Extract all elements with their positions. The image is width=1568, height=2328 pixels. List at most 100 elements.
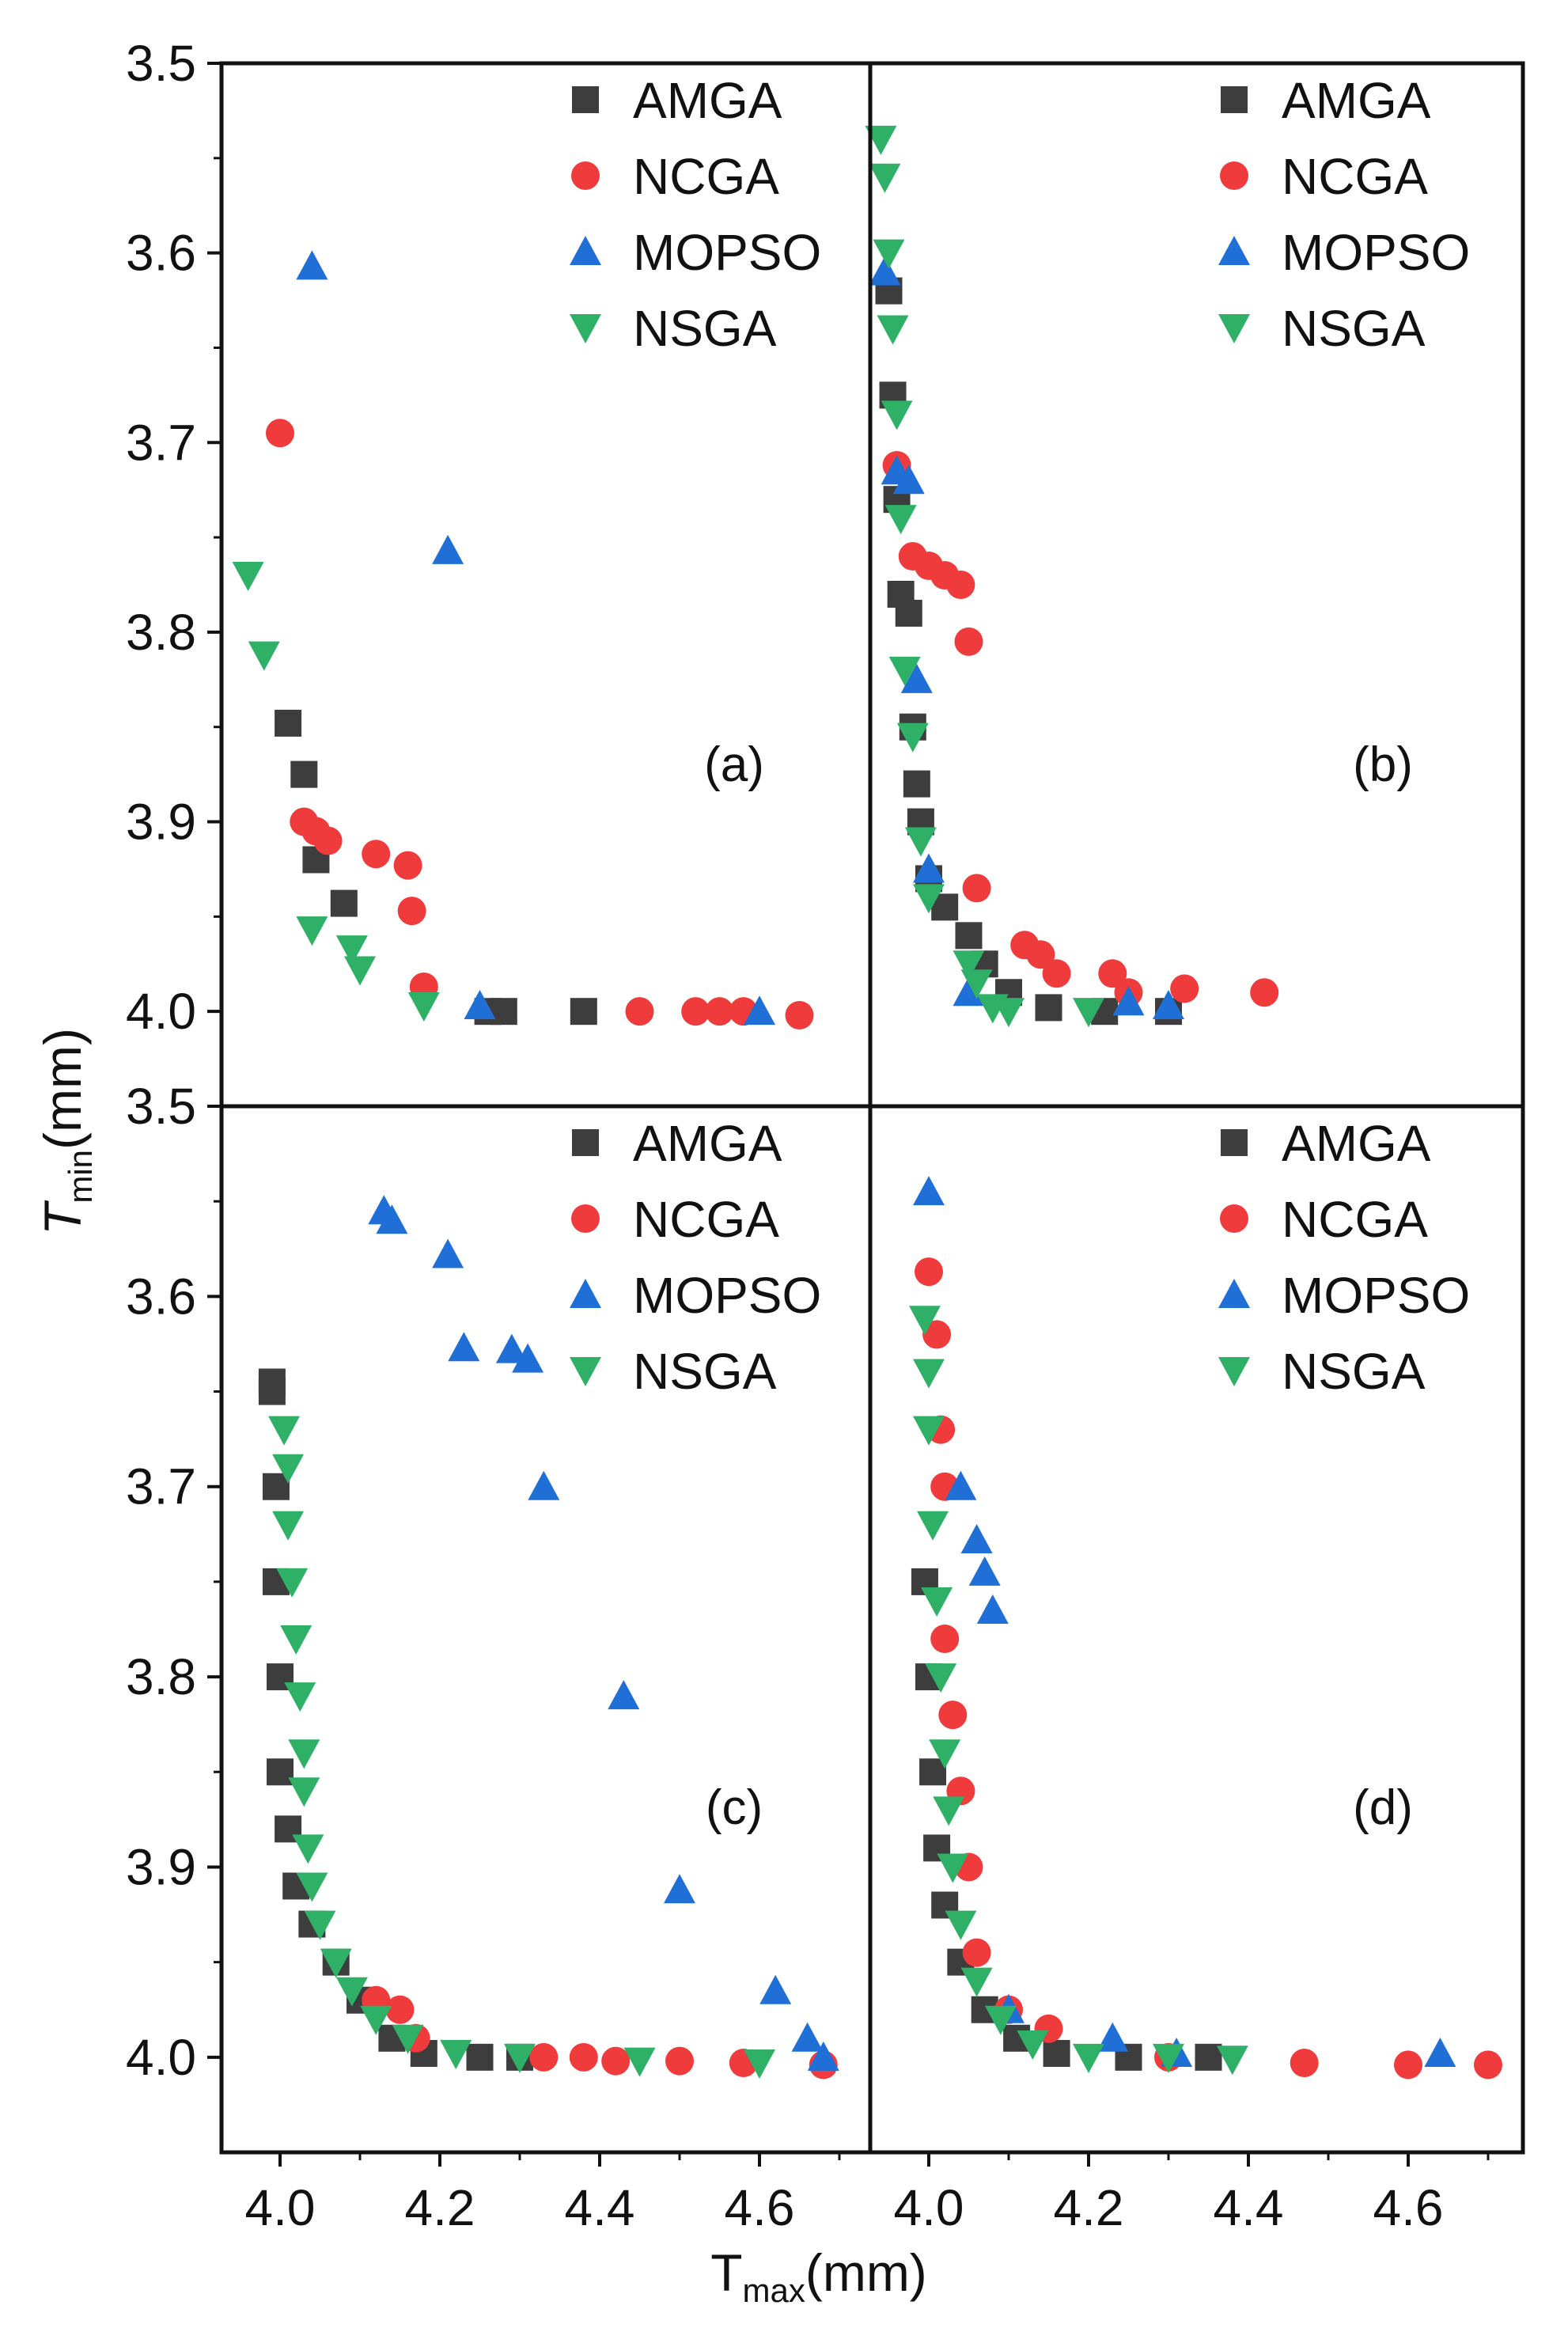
- nsga-point: [248, 641, 280, 671]
- nsga-point: [933, 1796, 965, 1826]
- nsga-point: [929, 1739, 961, 1769]
- mopso-point: [900, 663, 933, 693]
- nsga-point: [1073, 998, 1104, 1028]
- y-tick-label: 3.7: [126, 1458, 196, 1515]
- ncga-point: [1170, 974, 1199, 1003]
- legend-label-mopso: MOPSO: [1282, 224, 1470, 281]
- nsga-point: [407, 991, 440, 1022]
- legend-marker-amga: [572, 86, 599, 113]
- x-tick-label: 4.6: [725, 2179, 795, 2236]
- nsga-point: [960, 969, 993, 999]
- mopso-point: [1096, 2022, 1129, 2052]
- mopso-point: [432, 534, 464, 564]
- ncga-point: [962, 1938, 991, 1967]
- legend-label-nsga: NSGA: [633, 1343, 777, 1400]
- mopso-point: [448, 1332, 480, 1362]
- ncga-point: [915, 1257, 943, 1287]
- nsga-point: [392, 2024, 424, 2054]
- panel-d-points: [908, 1176, 1502, 2080]
- nsga-point: [904, 827, 937, 857]
- legend-label-amga: AMGA: [1282, 1115, 1431, 1172]
- nsga-point: [917, 1511, 949, 1541]
- ncga-point: [1394, 2050, 1422, 2080]
- x-tick-label: 4.4: [565, 2179, 635, 2236]
- nsga-point: [913, 1416, 945, 1446]
- y-tick-label: 3.5: [126, 35, 196, 92]
- legend-label-mopso: MOPSO: [1282, 1267, 1470, 1324]
- ncga-point: [1474, 2050, 1502, 2080]
- nsga-point: [869, 163, 901, 193]
- nsga-point: [296, 1872, 328, 1902]
- x-tick-label: 4.2: [1054, 2179, 1124, 2236]
- ncga-point: [529, 2042, 559, 2072]
- nsga-point: [1073, 2043, 1104, 2073]
- mopso-point: [945, 1470, 977, 1500]
- nsga-point: [440, 2040, 472, 2070]
- legend-marker-nsga: [570, 1357, 601, 1386]
- mopso-point: [512, 1343, 544, 1373]
- ncga-point: [962, 874, 991, 903]
- ncga-point: [938, 1701, 968, 1730]
- nsga-point: [913, 884, 945, 914]
- ncga-point: [1250, 978, 1279, 1007]
- ncga-point: [397, 897, 426, 926]
- ncga-point: [922, 1320, 952, 1349]
- ncga-point: [362, 840, 391, 869]
- y-tick-label: 3.7: [126, 414, 196, 471]
- ncga-point: [601, 2046, 631, 2076]
- nsga-point: [288, 1739, 320, 1769]
- nsga-point: [984, 2005, 1017, 2035]
- nsga-point: [993, 998, 1025, 1028]
- amga-point: [290, 760, 318, 788]
- y-axis-title: Tmin(mm): [33, 1028, 99, 1235]
- legend-marker-ncga: [571, 161, 600, 190]
- y-tick-label: 3.5: [126, 1078, 196, 1135]
- legend-marker-ncga: [571, 1204, 600, 1233]
- mopso-point: [791, 2022, 824, 2052]
- y-tick-label: 3.6: [126, 1268, 196, 1325]
- amga-point: [258, 1378, 286, 1405]
- nsga-point: [304, 1910, 336, 1940]
- nsga-point: [1017, 2030, 1049, 2060]
- nsga-point: [873, 239, 905, 269]
- panel-label-a: (a): [704, 737, 764, 792]
- nsga-point: [937, 1853, 969, 1883]
- mopso-point: [464, 989, 496, 1019]
- panel-label-c: (c): [706, 1780, 763, 1835]
- nsga-point: [865, 125, 897, 155]
- mopso-point: [744, 995, 775, 1026]
- legend-label-nsga: NSGA: [1282, 300, 1426, 357]
- nsga-point: [335, 935, 368, 965]
- legend-marker-mopso: [1218, 236, 1250, 265]
- nsga-point: [268, 1416, 301, 1446]
- legend-marker-mopso: [570, 1279, 601, 1308]
- x-tick-label: 4.6: [1373, 2179, 1444, 2236]
- panel-a-points: [232, 250, 814, 1029]
- ncga-point: [266, 419, 294, 448]
- nsga-point: [335, 1977, 368, 2007]
- mopso-point: [892, 464, 925, 495]
- legend-marker-ncga: [1220, 161, 1248, 190]
- mopso-point: [968, 1556, 1001, 1586]
- amga-point: [466, 2043, 494, 2071]
- nsga-point: [623, 2047, 656, 2077]
- nsga-point: [292, 1834, 324, 1864]
- nsga-point: [320, 1948, 352, 1978]
- amga-point: [275, 709, 302, 737]
- nsga-point: [744, 2049, 775, 2080]
- mopso-point: [913, 1176, 945, 1206]
- x-tick-label: 4.0: [245, 2179, 316, 2236]
- ncga-point: [954, 627, 983, 656]
- legend-label-mopso: MOPSO: [633, 224, 821, 281]
- amga-point: [490, 998, 517, 1026]
- nsga-point: [288, 1777, 320, 1807]
- mopso-point: [807, 2041, 839, 2071]
- legend-label-nsga: NSGA: [1282, 1343, 1426, 1400]
- legend-marker-mopso: [570, 236, 601, 265]
- amga-point: [895, 599, 922, 627]
- x-tick-label: 4.2: [405, 2179, 475, 2236]
- mopso-point: [976, 1594, 1009, 1624]
- mopso-point: [913, 853, 945, 883]
- nsga-point: [925, 1663, 957, 1693]
